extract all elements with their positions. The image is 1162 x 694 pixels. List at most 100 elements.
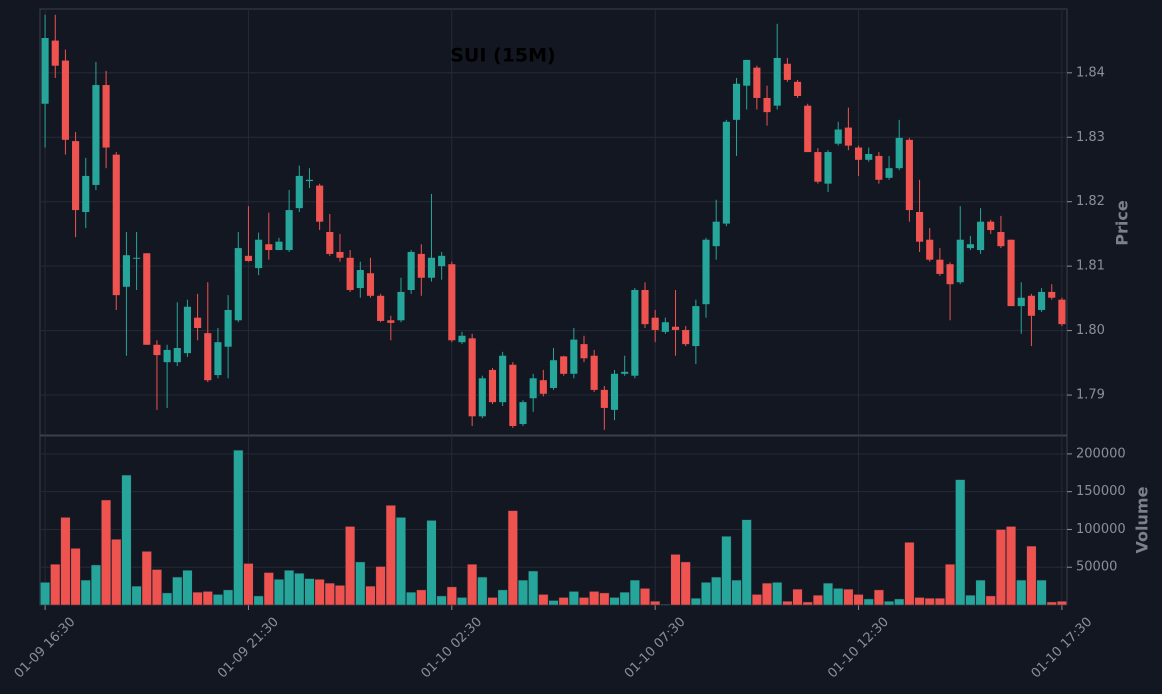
y-tick-label: 1.80 <box>1076 323 1105 338</box>
candle-body <box>509 364 517 426</box>
y-tick-label: 1.83 <box>1076 130 1105 145</box>
candle-body <box>387 320 395 323</box>
x-tick-label: 01-10 17:30 <box>1029 615 1096 682</box>
volume-bar <box>1016 579 1027 606</box>
volume-bar <box>985 595 996 606</box>
volume-bar <box>385 505 396 606</box>
candle-body <box>854 147 863 160</box>
y-tick-label: 200000 <box>1076 446 1126 461</box>
volume-bar <box>558 597 569 606</box>
candle-body <box>407 251 415 290</box>
candle-body <box>926 239 934 260</box>
volume-bar <box>395 517 407 606</box>
candle-body <box>580 344 588 359</box>
volume-bar <box>741 519 752 606</box>
candle-body <box>560 356 568 374</box>
candle-body <box>41 38 49 104</box>
candle-body <box>529 378 537 399</box>
volume-bar <box>507 510 518 606</box>
volume-bar <box>70 548 81 606</box>
candle-body <box>753 67 761 98</box>
volume-bar <box>212 594 223 606</box>
candle-body <box>844 127 852 146</box>
volume-bar <box>924 597 935 606</box>
candle-body <box>722 121 730 224</box>
candle-body <box>712 221 720 247</box>
volume-bar <box>517 579 529 606</box>
volume-bar <box>487 597 498 606</box>
candle-body <box>133 257 141 259</box>
volume-bar <box>975 579 986 606</box>
candle-body <box>305 179 314 182</box>
candle-body <box>244 255 253 261</box>
candle-body <box>224 309 232 347</box>
volume-bar <box>467 563 478 606</box>
candle-body <box>539 380 547 394</box>
candle-body <box>549 360 558 388</box>
volume-bar <box>995 529 1006 606</box>
candle-body <box>570 339 578 374</box>
candle-body <box>651 317 659 330</box>
volume-bar <box>273 579 284 606</box>
volume-bar <box>619 591 630 606</box>
candle-body <box>163 349 171 363</box>
candle-body <box>102 85 110 148</box>
volume-bar <box>772 582 783 606</box>
candle-body <box>590 355 598 390</box>
volume-bar <box>111 539 122 606</box>
volume-bar <box>670 554 681 606</box>
volume-bar <box>680 561 691 606</box>
candle-body <box>885 168 893 178</box>
volume-bar <box>751 594 762 606</box>
volume-panel <box>39 435 1068 606</box>
volume-bar <box>60 517 71 606</box>
candle-body <box>234 248 242 321</box>
candle-body <box>1038 291 1046 310</box>
volume-bar <box>578 597 590 606</box>
volume-bar <box>833 588 844 606</box>
volume-bar <box>934 597 945 606</box>
candle-body <box>966 244 974 249</box>
volume-bar <box>202 591 213 606</box>
volume-bar <box>711 576 722 606</box>
chart-title: SUI (15M) <box>450 45 556 67</box>
volume-bar <box>650 600 661 606</box>
candle-body <box>692 306 700 347</box>
x-tick-label: 01-10 07:30 <box>622 615 689 682</box>
candle-body <box>1027 295 1035 316</box>
candle-body <box>519 402 527 425</box>
volume-bar <box>863 598 874 606</box>
candle-body <box>997 231 1005 247</box>
volume-bar <box>101 499 112 606</box>
candle-body <box>92 85 100 185</box>
candle-body <box>295 175 303 209</box>
candle-body <box>316 185 324 222</box>
candle-body <box>987 221 995 231</box>
candle-body <box>499 355 507 403</box>
volume-bar <box>243 563 254 606</box>
volume-bar <box>629 579 640 606</box>
volume-bar <box>782 600 793 606</box>
marks <box>40 14 1067 606</box>
candle-body <box>641 289 649 325</box>
volume-bar <box>334 585 345 606</box>
volume-bar <box>823 582 834 606</box>
volume-bar <box>945 563 956 606</box>
volume-bar <box>182 569 193 606</box>
candle-body <box>977 221 985 251</box>
candle-body <box>255 239 263 269</box>
y-tick-label: 1.79 <box>1076 388 1105 403</box>
volume-bar <box>589 591 600 606</box>
y-tick-label: 100000 <box>1076 522 1126 537</box>
volume-bar <box>416 589 427 606</box>
volume-bar <box>40 582 51 606</box>
volume-bar <box>639 588 651 606</box>
volume-bar <box>294 573 305 606</box>
candle-body <box>834 129 842 144</box>
candle-body <box>265 244 273 251</box>
candle-body <box>204 333 212 381</box>
y-tick-label: 50000 <box>1076 560 1117 575</box>
candle-body <box>356 270 364 289</box>
volume-bar <box>1036 579 1047 606</box>
y-axis-label: Price <box>1113 200 1132 246</box>
